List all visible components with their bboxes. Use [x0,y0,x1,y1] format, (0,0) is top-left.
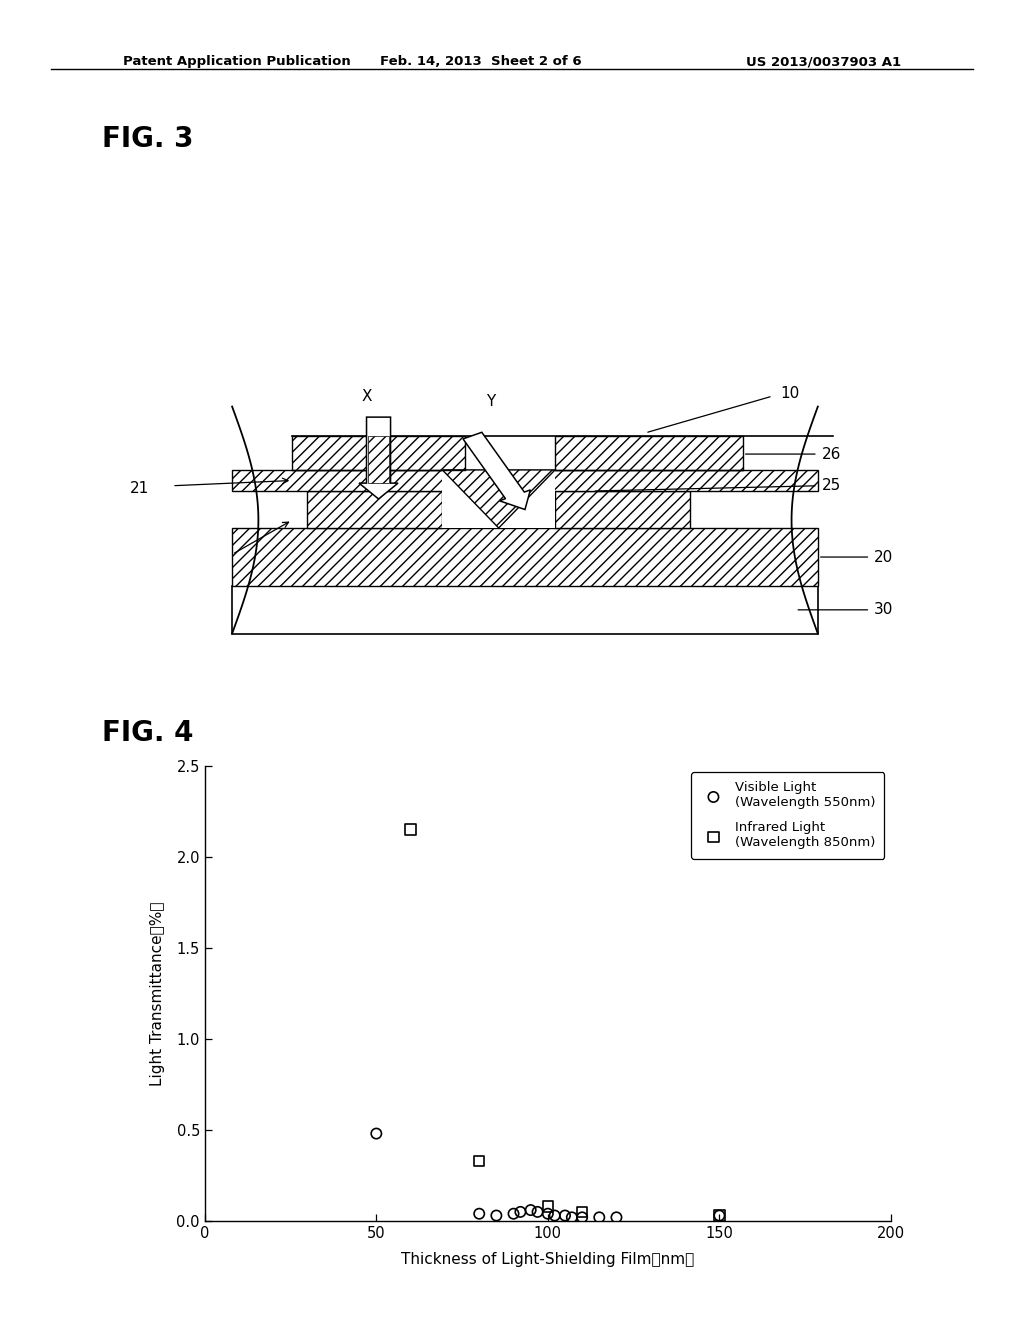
Bar [368,436,389,483]
Visible Light
(Wavelength 550nm) [563,1206,580,1228]
Infrared Light
(Wavelength 850nm) [712,1205,728,1226]
Text: 30: 30 [874,602,894,618]
Bar [232,528,818,586]
Bar [232,470,818,491]
Bar [442,470,555,528]
Text: 25: 25 [821,478,841,494]
Infrared Light
(Wavelength 850nm) [402,818,419,840]
Legend: Visible Light
(Wavelength 550nm), Infrared Light
(Wavelength 850nm): Visible Light (Wavelength 550nm), Infrar… [691,772,885,858]
Y-axis label: Light Transmittance（%）: Light Transmittance（%） [151,902,165,1085]
Infrared Light
(Wavelength 850nm) [540,1196,556,1217]
FancyArrow shape [359,417,398,499]
Bar [232,586,818,634]
Text: 20: 20 [874,549,893,565]
Visible Light
(Wavelength 550nm) [522,1200,539,1221]
Visible Light
(Wavelength 550nm) [712,1205,728,1226]
X-axis label: Thickness of Light-Shielding Film（nm）: Thickness of Light-Shielding Film（nm） [401,1251,694,1267]
Text: Patent Application Publication: Patent Application Publication [123,55,350,69]
Visible Light
(Wavelength 550nm) [471,1203,487,1224]
Bar [292,436,465,470]
Visible Light
(Wavelength 550nm) [557,1205,573,1226]
Infrared Light
(Wavelength 850nm) [471,1150,487,1171]
Text: X: X [362,389,373,404]
Visible Light
(Wavelength 550nm) [540,1203,556,1224]
Visible Light
(Wavelength 550nm) [529,1201,546,1222]
Visible Light
(Wavelength 550nm) [547,1205,563,1226]
Bar [555,436,742,470]
Text: Feb. 14, 2013  Sheet 2 of 6: Feb. 14, 2013 Sheet 2 of 6 [381,55,582,69]
Text: FIG. 3: FIG. 3 [102,125,194,153]
Text: 10: 10 [780,385,800,401]
FancyArrow shape [463,432,530,510]
Visible Light
(Wavelength 550nm) [488,1205,505,1226]
Polygon shape [442,470,555,528]
Visible Light
(Wavelength 550nm) [574,1206,591,1228]
Visible Light
(Wavelength 550nm) [591,1206,607,1228]
Text: 21: 21 [130,480,150,496]
Text: 26: 26 [821,446,841,462]
Bar [555,491,690,528]
Visible Light
(Wavelength 550nm) [512,1201,528,1222]
Text: FIG. 4: FIG. 4 [102,719,194,747]
Bar [307,491,442,528]
Text: Y: Y [486,395,496,409]
Text: US 2013/0037903 A1: US 2013/0037903 A1 [746,55,901,69]
Visible Light
(Wavelength 550nm) [506,1203,522,1224]
Visible Light
(Wavelength 550nm) [369,1123,385,1144]
Visible Light
(Wavelength 550nm) [608,1206,625,1228]
Infrared Light
(Wavelength 850nm) [574,1201,591,1222]
